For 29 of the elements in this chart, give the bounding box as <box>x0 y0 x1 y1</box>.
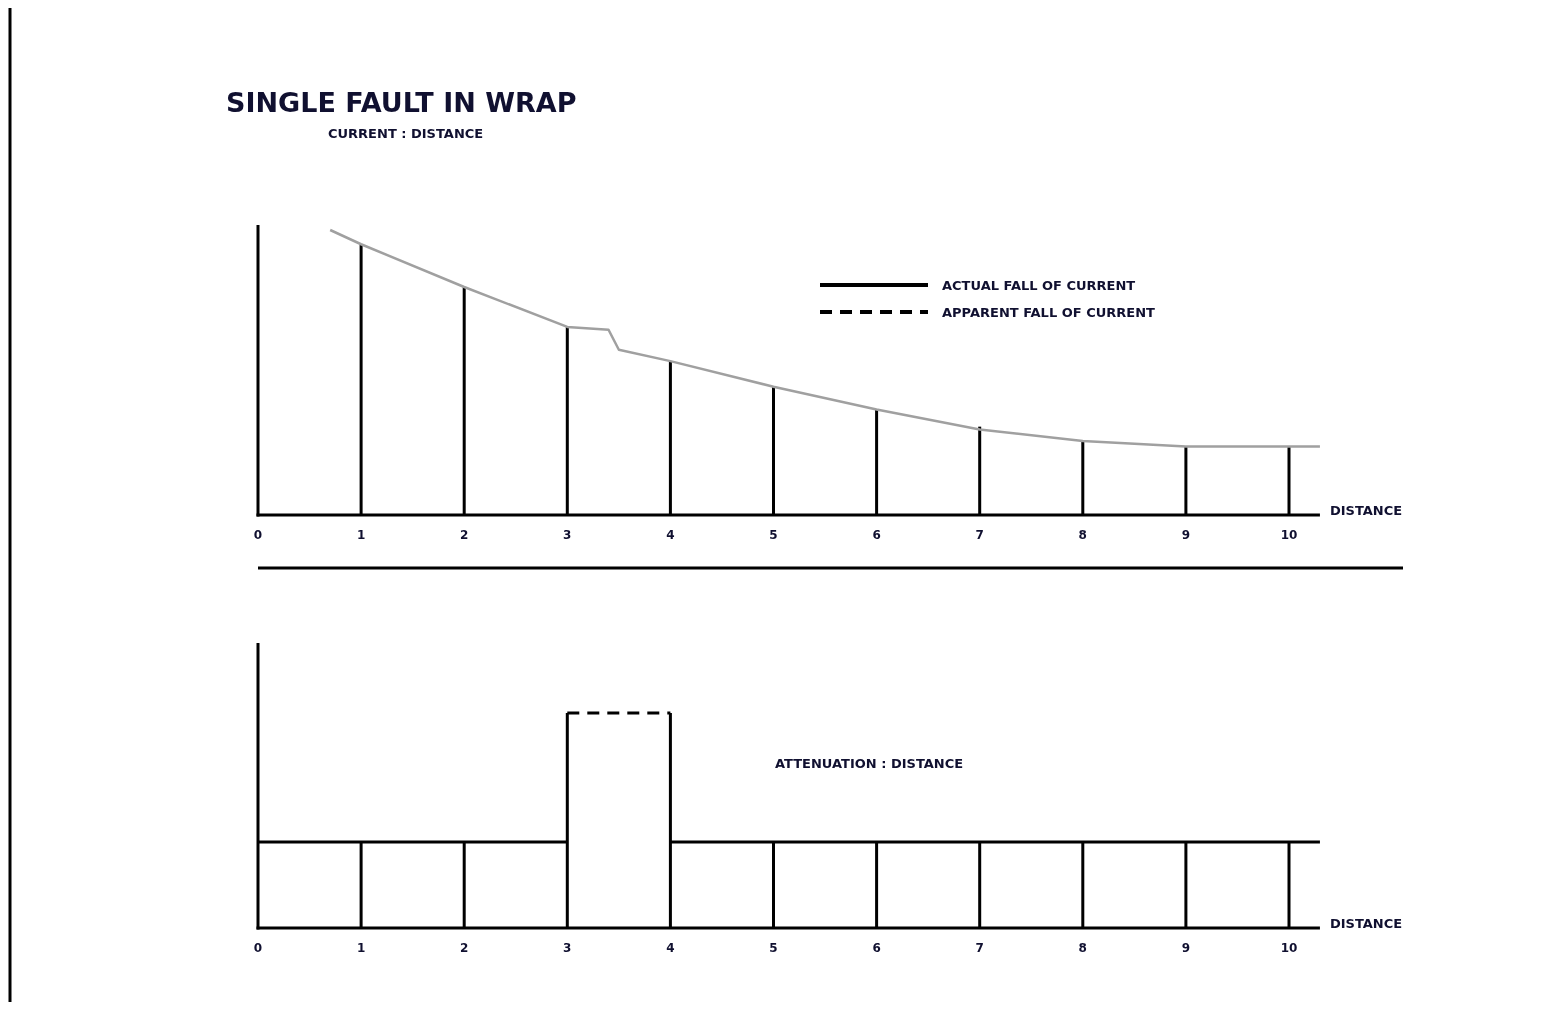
text: ATTENUATION : DISTANCE <box>775 756 964 771</box>
x-tick-label: 1 <box>356 941 366 955</box>
x-tick-label: 6 <box>872 941 881 955</box>
x-tick-label: 6 <box>872 528 881 542</box>
x-tick-label: 8 <box>1078 528 1087 542</box>
x-tick-label: 7 <box>975 941 984 955</box>
x-tick-label: 2 <box>460 941 469 955</box>
x-tick-label: 2 <box>460 528 469 542</box>
x-tick-label: 0 <box>253 528 263 542</box>
x-tick-label: 7 <box>975 528 984 542</box>
x-tick-label: 9 <box>1181 528 1191 542</box>
x-tick-label: 9 <box>1181 941 1191 955</box>
text: APPARENT FALL OF CURRENT <box>942 305 1155 320</box>
x-tick-label: 10 <box>1280 941 1298 955</box>
x-axis-title: DISTANCE <box>1329 916 1403 931</box>
chart-subtitle: CURRENT : DISTANCE <box>328 126 484 141</box>
text: ACTUAL FALL OF CURRENT <box>942 278 1136 293</box>
x-tick-label: 0 <box>253 941 263 955</box>
x-tick-label: 4 <box>666 528 675 542</box>
x-tick-label: 4 <box>666 941 675 955</box>
x-tick-label: 5 <box>769 941 778 955</box>
x-tick-label: 3 <box>563 941 572 955</box>
x-tick-label: 5 <box>769 528 778 542</box>
chart-title: SINGLE FAULT IN WRAP <box>226 87 577 118</box>
x-axis-title: DISTANCE <box>1329 503 1403 518</box>
x-tick-label: 1 <box>356 528 366 542</box>
x-tick-label: 10 <box>1280 528 1298 542</box>
x-tick-label: 8 <box>1078 941 1087 955</box>
x-tick-label: 3 <box>563 528 572 542</box>
